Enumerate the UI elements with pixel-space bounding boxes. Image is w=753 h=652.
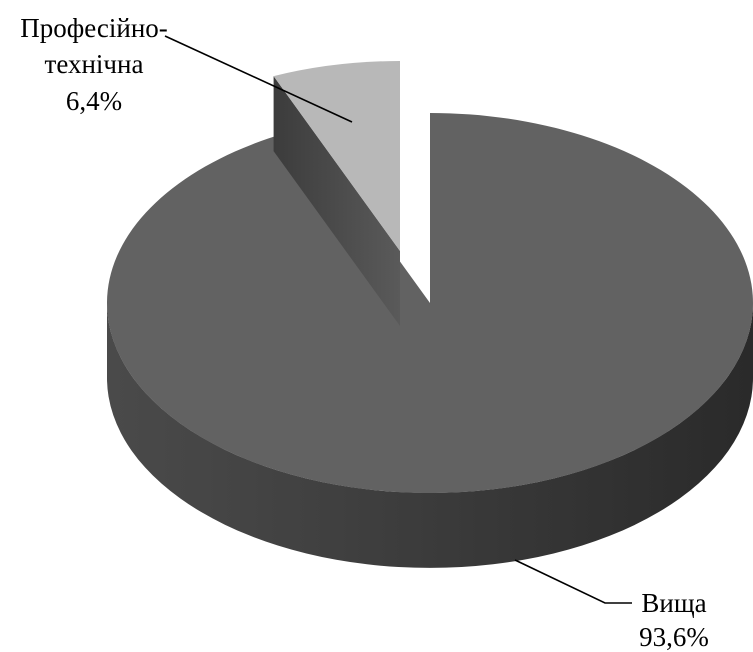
slice-profesiino-tekhnichna-side <box>273 76 400 327</box>
slice-profesiino-tekhnichna-top <box>273 61 400 251</box>
slice-label-profesiino-tekhnichna-line1: Професійно- <box>20 13 168 43</box>
leader-line-profesiino-tekhnichna <box>164 35 353 123</box>
slice-vyshcha-side <box>107 303 753 568</box>
slice-label-profesiino-tekhnichna-line2: технічна <box>45 49 144 79</box>
slice-profesiino-tekhnichna <box>273 61 400 327</box>
slice-label-vyshcha: Вища <box>641 588 706 618</box>
leader-line-vyshcha <box>514 559 632 604</box>
slice-value-label-profesiino-tekhnichna: 6,4% <box>66 86 122 116</box>
slice-value-label-vyshcha: 93,6% <box>639 622 709 652</box>
slice-vyshcha-top <box>106 113 753 493</box>
slice-vyshcha <box>106 113 753 568</box>
